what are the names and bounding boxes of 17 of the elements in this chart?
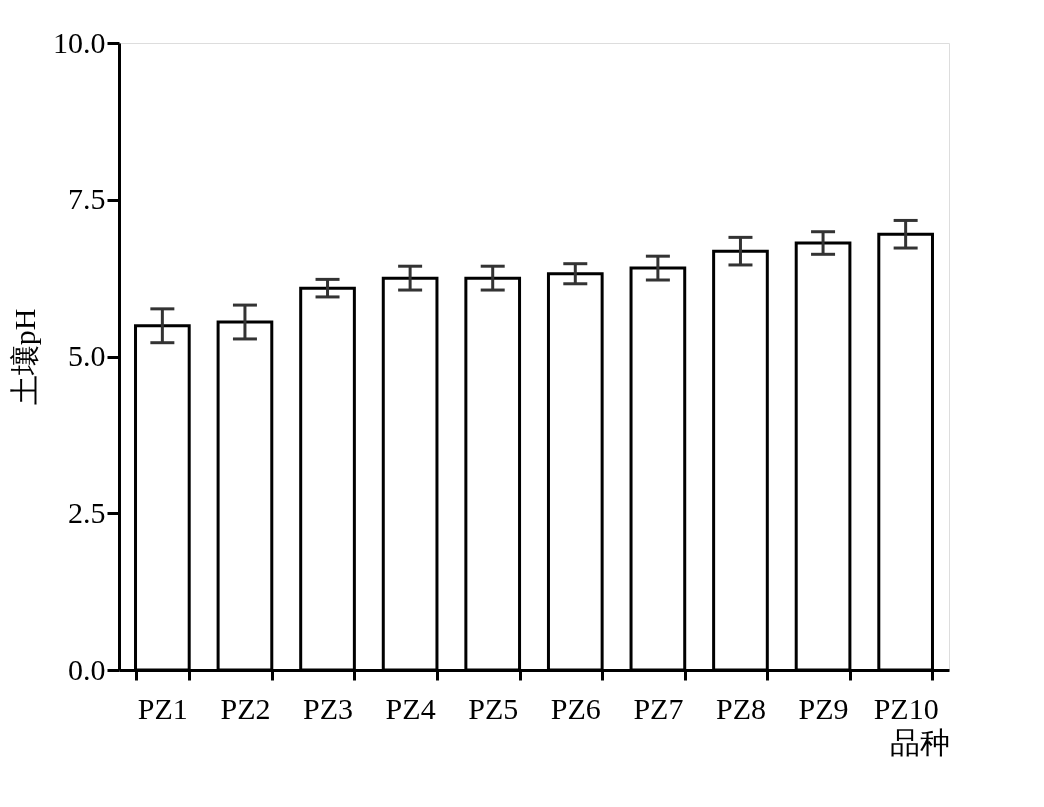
x-tick-label: PZ2	[220, 691, 271, 725]
x-tick-label: PZ9	[798, 691, 849, 725]
x-tick-label: PZ1	[137, 691, 188, 725]
x-tick-label: PZ6	[550, 691, 601, 725]
y-tick-label: 2.5	[68, 495, 106, 529]
x-tick-label: PZ10	[873, 691, 939, 725]
x-tick-label: PZ4	[385, 691, 436, 725]
x-tick-label: PZ5	[468, 691, 519, 725]
y-tick-label: 7.5	[68, 182, 106, 216]
x-tick-label: PZ3	[303, 691, 354, 725]
y-tick-label: 0.0	[68, 652, 106, 686]
y-tick-label: 10.0	[53, 25, 106, 59]
y-tick-label: 5.0	[68, 339, 106, 372]
x-axis-title: 品种	[889, 725, 950, 759]
x-tick-label: PZ7	[633, 691, 684, 725]
y-axis-title: 土壤pH	[8, 308, 41, 406]
x-tick-label: PZ8	[715, 691, 766, 725]
